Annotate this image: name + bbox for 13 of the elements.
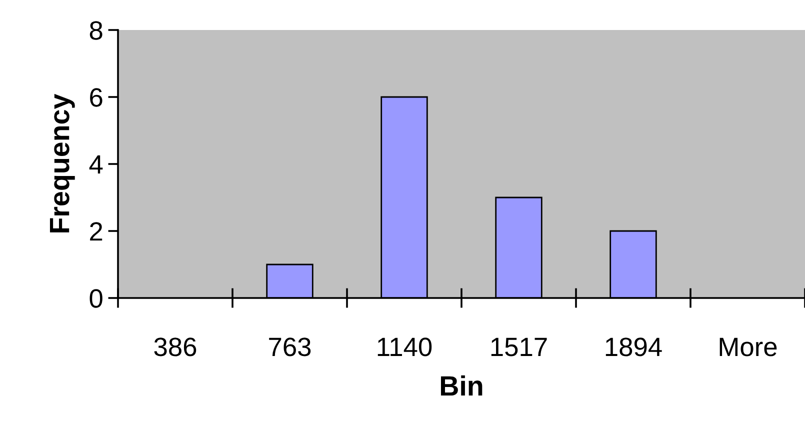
y-tick-label: 0 [90,289,102,308]
y-tick-label: 2 [90,222,102,241]
x-tick-label: 386 [154,338,196,356]
x-tick-label: 1140 [378,338,432,356]
y-tick-label: 4 [89,155,103,174]
y-tick-label: 6 [90,88,102,107]
x-axis-title: Bin [440,375,482,396]
x-tick-label: 1894 [606,338,662,356]
x-tick-label: 763 [269,338,311,356]
y-axis-title: Frequency [50,94,75,232]
x-tick-label: More [720,338,777,356]
y-tick-label: 8 [90,21,102,40]
x-tick-label: 1517 [491,338,547,356]
